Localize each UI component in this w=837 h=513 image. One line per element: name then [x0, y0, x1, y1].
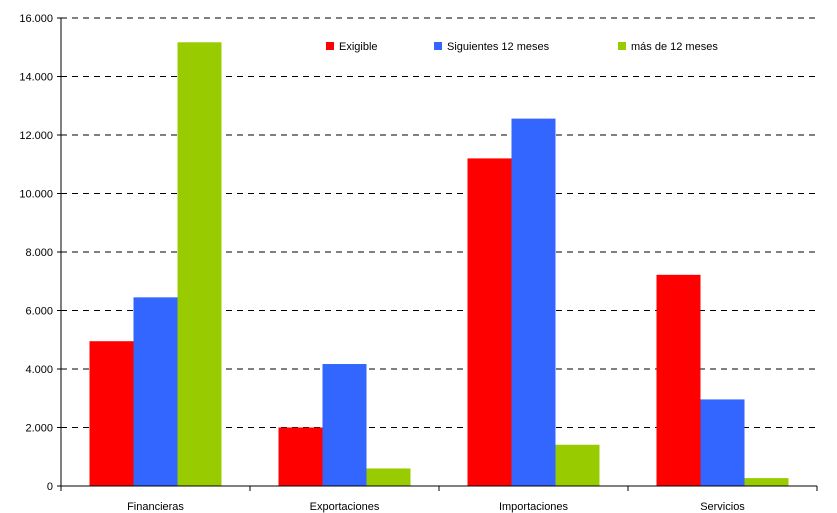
- x-axis-labels: Financieras Exportaciones Importaciones Ser…: [60, 486, 818, 513]
- legend-swatch-1: [326, 42, 334, 50]
- y-tick-label: 16.000: [19, 13, 53, 25]
- bars: [89, 42, 789, 487]
- y-tick-label: 12.000: [19, 130, 53, 142]
- y-tick-label: 2.000: [25, 423, 53, 435]
- bar-servicios-3: [744, 478, 789, 486]
- x-tick-label-servicios: Servicios: [700, 501, 745, 513]
- bar-importaciones-2: [511, 118, 556, 487]
- x-tick-label-importaciones: Importaciones: [499, 501, 569, 513]
- legend-label-1: Exigible: [339, 41, 378, 53]
- x-tick-label-exportaciones: Exportaciones: [310, 501, 380, 513]
- x-tick-label-financieras: Financieras: [127, 501, 184, 513]
- y-axis-ticks: 0 2.000 4.000 6.000 8.000 10.000 12.000 14.000 1…: [19, 13, 61, 493]
- legend-swatch-3: [618, 42, 626, 50]
- bar-servicios-1: [656, 274, 701, 486]
- y-tick-label: 0: [47, 481, 53, 493]
- bar-importaciones-3: [555, 444, 600, 486]
- y-tick-label: 8.000: [25, 247, 53, 259]
- bar-financieras-1: [89, 341, 134, 486]
- y-tick-label: 6.000: [25, 306, 53, 318]
- bar-exportaciones-2: [322, 364, 367, 486]
- bar-servicios-2: [700, 399, 745, 486]
- y-tick-label: 4.000: [25, 364, 53, 376]
- y-tick-label: 10.000: [19, 189, 53, 201]
- bar-financieras-3: [177, 42, 222, 487]
- bar-exportaciones-3: [366, 468, 411, 486]
- legend-swatch-2: [434, 42, 442, 50]
- y-tick-label: 14.000: [19, 72, 53, 84]
- legend-label-2: Siguientes 12 meses: [447, 41, 550, 53]
- bar-financieras-2: [133, 297, 178, 486]
- bar-importaciones-1: [467, 158, 512, 486]
- legend: Exigible Siguientes 12 meses más de 12 mes…: [326, 41, 718, 53]
- legend-label-3: más de 12 meses: [631, 41, 718, 53]
- bar-exportaciones-1: [278, 427, 323, 486]
